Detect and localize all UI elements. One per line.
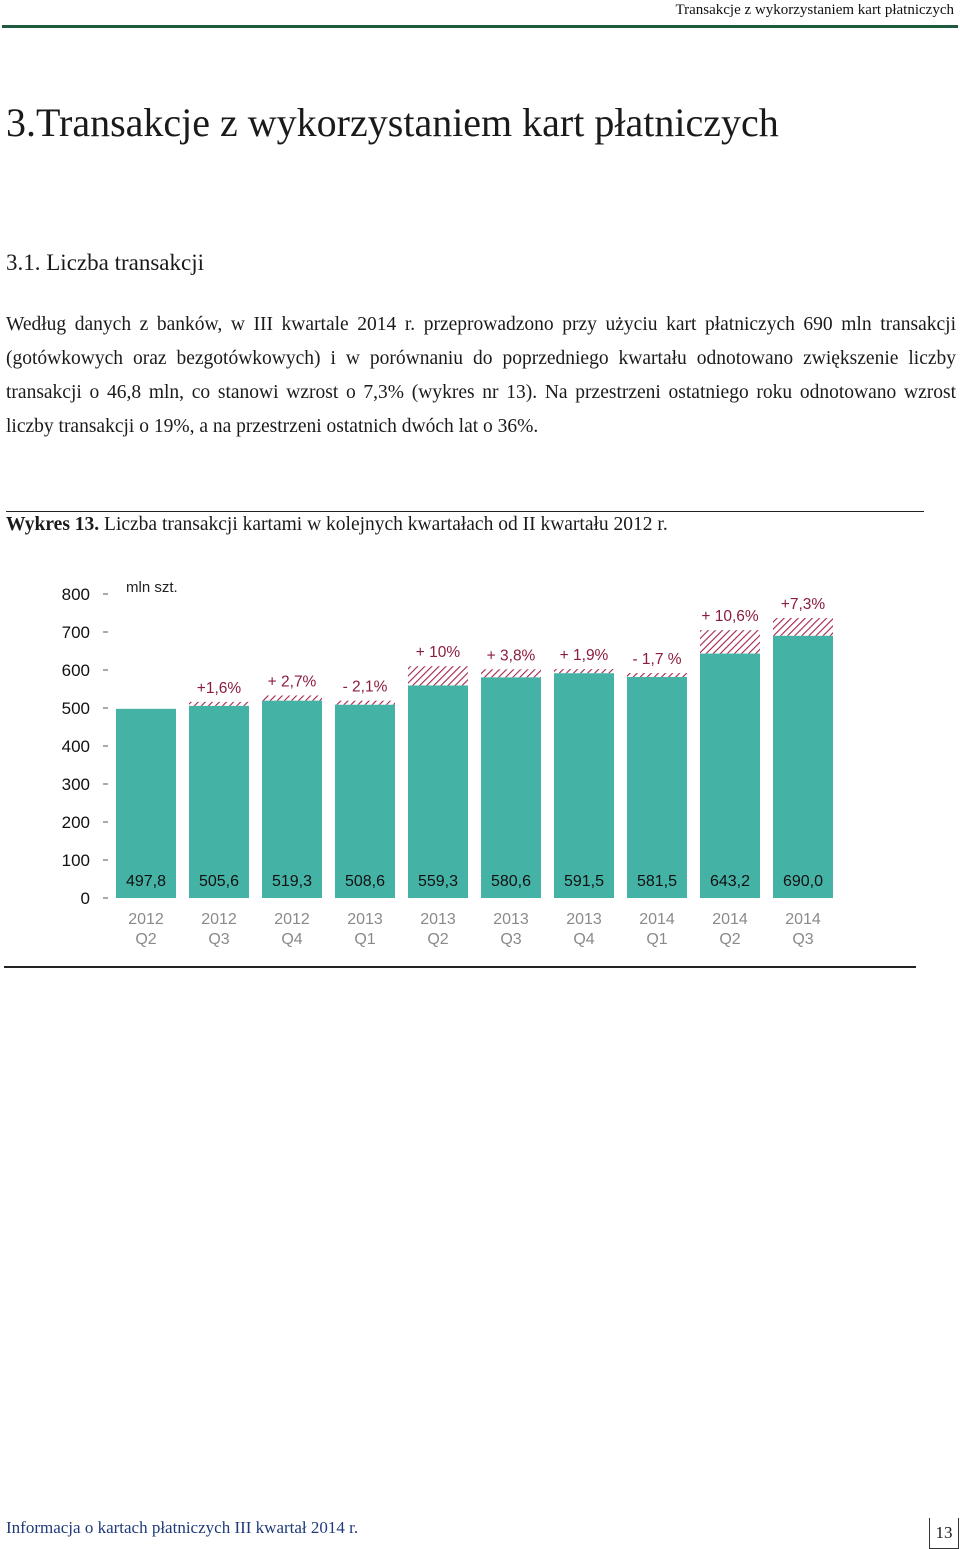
caption-label: Wykres 13.: [6, 514, 100, 535]
chart-bottom-rule: [4, 966, 916, 968]
y-tick-label: 500: [62, 699, 90, 718]
category-quarter-label: Q3: [500, 931, 521, 948]
body-paragraph: Według danych z banków, w III kwartale 2…: [6, 314, 956, 437]
subsection-heading: 3.1. Liczba transakcji: [6, 250, 204, 275]
category-quarter-label: Q1: [646, 931, 667, 948]
value-label: 519,3: [272, 873, 312, 890]
y-tick-label: 400: [62, 737, 90, 756]
header-rule: [2, 25, 958, 28]
labels-group: 497,8 2012 Q2 505,6 +1,6% 2012 Q3 519,3 + 2,7% 20…: [126, 596, 825, 948]
section-heading: 3.Transakcje z wykorzystaniem kart płatn…: [6, 100, 779, 145]
running-header: Transakcje z wykorzystaniem kart płatnic…: [675, 2, 954, 18]
change-label: + 3,8%: [487, 647, 536, 664]
y-tick-label: 600: [62, 661, 90, 680]
change-label: +7,3%: [781, 596, 826, 613]
bar: [481, 677, 541, 898]
category-quarter-label: Q4: [281, 931, 302, 948]
category-quarter-label: Q3: [792, 931, 813, 948]
y-axis: 0 100 200 300 400 500 600 700 800: [62, 585, 108, 908]
category-year-label: 2012: [274, 911, 310, 928]
category-year-label: 2014: [785, 911, 821, 928]
category-quarter-label: Q4: [573, 931, 594, 948]
bar: [335, 704, 395, 898]
chart-caption: Wykres 13. Liczba transakcji kartami w k…: [6, 514, 668, 536]
change-band: [335, 700, 395, 705]
change-band: [408, 666, 468, 686]
change-label: - 2,1%: [343, 679, 388, 696]
change-label: +1,6%: [197, 680, 242, 697]
change-band: [262, 695, 322, 701]
y-tick-label: 0: [81, 889, 90, 908]
category-year-label: 2013: [566, 911, 602, 928]
y-tick-label: 800: [62, 585, 90, 604]
value-label: 559,3: [418, 873, 458, 890]
change-label: + 10,6%: [701, 608, 759, 625]
change-band: [700, 630, 760, 654]
transactions-bar-chart: 0 100 200 300 400 500 600 700 800 mln szt. 497,8…: [62, 579, 833, 948]
category-year-label: 2013: [420, 911, 456, 928]
y-tick-label: 100: [62, 851, 90, 870]
y-tick-label: 300: [62, 775, 90, 794]
category-quarter-label: Q3: [208, 931, 229, 948]
y-tick-label: 700: [62, 623, 90, 642]
category-year-label: 2014: [639, 911, 675, 928]
change-band: [554, 669, 614, 674]
caption-text: Liczba transakcji kartami w kolejnych kw…: [104, 514, 668, 535]
value-label: 580,6: [491, 873, 531, 890]
change-label: - 1,7 %: [632, 651, 681, 668]
category-year-label: 2012: [201, 911, 237, 928]
category-quarter-label: Q2: [135, 931, 156, 948]
bar: [116, 708, 176, 898]
bar: [627, 677, 687, 898]
change-band: [773, 618, 833, 636]
value-label: 591,5: [564, 873, 604, 890]
unit-label: mln szt.: [126, 579, 178, 596]
page-number: 13: [929, 1518, 959, 1549]
value-label: 643,2: [710, 873, 750, 890]
category-year-label: 2013: [493, 911, 529, 928]
bar: [408, 685, 468, 898]
category-year-label: 2012: [128, 911, 164, 928]
category-quarter-label: Q2: [719, 931, 740, 948]
value-label: 581,5: [637, 873, 677, 890]
bar: [700, 653, 760, 898]
value-label: 690,0: [783, 873, 823, 890]
value-label: 497,8: [126, 873, 166, 890]
bar: [262, 700, 322, 898]
change-band: [481, 669, 541, 678]
category-quarter-label: Q2: [427, 931, 448, 948]
category-year-label: 2014: [712, 911, 748, 928]
change-label: + 10%: [416, 644, 461, 661]
category-quarter-label: Q1: [354, 931, 375, 948]
change-label: + 1,9%: [560, 647, 609, 664]
bar: [554, 673, 614, 898]
caption-rule: [6, 511, 924, 512]
value-label: 508,6: [345, 873, 385, 890]
y-tick-label: 200: [62, 813, 90, 832]
bar: [773, 635, 833, 898]
bar: [189, 705, 249, 898]
change-label: + 2,7%: [268, 673, 317, 690]
change-band: [627, 673, 687, 678]
category-year-label: 2013: [347, 911, 383, 928]
bars-group: [116, 618, 833, 898]
footer: Informacja o kartach płatniczych III kwa…: [6, 1518, 359, 1537]
value-label: 505,6: [199, 873, 239, 890]
change-band: [189, 701, 249, 706]
